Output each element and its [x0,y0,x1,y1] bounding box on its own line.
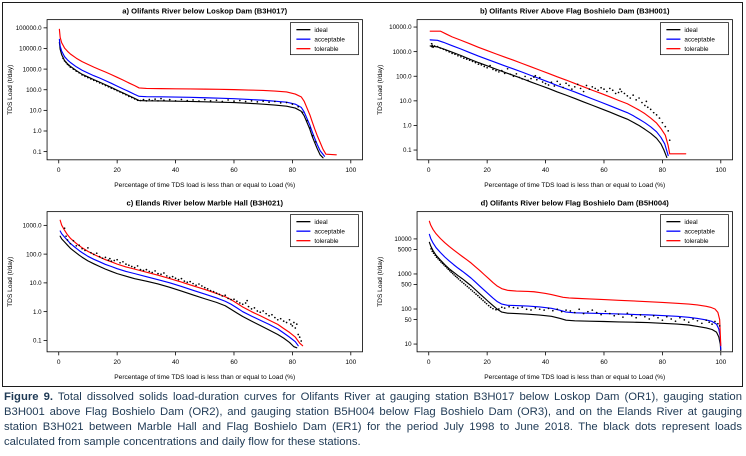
figure-caption-text: Total dissolved solids load-duration cur… [4,391,743,448]
svg-text:1000: 1000 [397,271,411,278]
figure-caption-label: Figure 9. [4,391,54,403]
svg-text:80: 80 [658,358,666,365]
svg-text:40: 40 [541,167,549,174]
svg-text:100: 100 [345,358,356,365]
svg-text:10000.0: 10000.0 [19,46,42,53]
svg-text:80: 80 [289,167,297,174]
svg-text:1.0: 1.0 [33,308,42,315]
chart-panel-d: 0 20 40 60 80 100 10000 5000 1000 500 100 50 10 d) Ol… [373,195,743,387]
svg-text:tolerable: tolerable [314,237,339,244]
svg-text:80: 80 [289,358,297,365]
svg-text:Percentage of time TDS load is: Percentage of time TDS load is less than… [484,182,665,189]
svg-text:ideal: ideal [684,218,697,225]
svg-text:60: 60 [230,167,238,174]
svg-text:TDS Load (t/day): TDS Load (t/day) [377,65,384,115]
svg-text:50: 50 [404,316,411,323]
svg-text:100: 100 [715,167,726,174]
svg-text:100.0: 100.0 [26,251,42,258]
svg-text:1000.0: 1000.0 [23,222,42,229]
svg-text:40: 40 [172,358,180,365]
svg-text:b) Olifants River Above Flag B: b) Olifants River Above Flag Boshielo Da… [479,7,669,16]
svg-text:10000: 10000 [394,236,412,243]
svg-text:TDS Load (t/day): TDS Load (t/day) [377,256,384,306]
svg-text:acceptable: acceptable [314,36,345,43]
svg-text:60: 60 [230,358,238,365]
svg-text:10.0: 10.0 [399,98,412,105]
svg-text:0: 0 [57,167,61,174]
figure-panel-grid: 0 20 40 60 80 100 100000.0 10000.0 1000.0 100.0 10… [2,2,743,387]
svg-text:10: 10 [404,341,411,348]
svg-text:100: 100 [345,167,356,174]
svg-text:0: 0 [57,358,61,365]
chart-panel-c: 0 20 40 60 80 100 1000.0 100.0 10.0 1.0 0.1 c) Elan… [3,195,373,387]
svg-text:c) Elands River below Marble H: c) Elands River below Marble Hall (B3H02… [127,198,284,207]
svg-text:TDS Load (t/day): TDS Load (t/day) [7,256,14,306]
svg-text:100: 100 [401,306,412,313]
svg-text:0: 0 [426,358,430,365]
svg-text:1.0: 1.0 [402,123,411,130]
svg-text:0.1: 0.1 [33,337,42,344]
svg-text:0.1: 0.1 [33,149,42,156]
svg-text:TDS Load (t/day): TDS Load (t/day) [7,65,14,115]
svg-text:10.0: 10.0 [30,280,43,287]
svg-text:1000.0: 1000.0 [23,66,42,73]
svg-text:20: 20 [483,358,491,365]
chart-panel-a: 0 20 40 60 80 100 100000.0 10000.0 1000.0 100.0 10… [3,3,373,195]
svg-text:40: 40 [541,358,549,365]
svg-text:0: 0 [426,167,430,174]
svg-text:1000.0: 1000.0 [392,49,411,56]
svg-text:acceptable: acceptable [684,228,715,235]
above-flag-boshielo-chart: 0 20 40 60 80 100 10000.0 1000.0 100.0 10.0 1.0 0.1… [377,7,733,189]
svg-text:ideal: ideal [684,27,697,34]
svg-text:tolerable: tolerable [314,46,339,53]
svg-text:60: 60 [600,358,608,365]
svg-text:100.0: 100.0 [396,73,412,80]
elands-river-chart: 0 20 40 60 80 100 1000.0 100.0 10.0 1.0 0.1 c) Elan… [7,198,363,380]
figure-caption: Figure 9. Total dissolved solids load-du… [4,390,742,450]
svg-text:40: 40 [172,167,180,174]
svg-text:10000.0: 10000.0 [389,24,412,31]
svg-text:Percentage of time TDS load is: Percentage of time TDS load is less than… [484,373,665,380]
svg-text:ideal: ideal [314,27,327,34]
svg-text:tolerable: tolerable [684,46,709,53]
svg-text:0.1: 0.1 [402,147,411,154]
svg-text:10.0: 10.0 [30,108,43,115]
svg-text:acceptable: acceptable [684,36,715,43]
svg-text:20: 20 [483,167,491,174]
svg-text:100: 100 [715,358,726,365]
svg-text:tolerable: tolerable [684,237,709,244]
svg-text:Percentage of time TDS load is: Percentage of time TDS load is less than… [114,182,295,189]
svg-text:a) Olifants River below Loskop: a) Olifants River below Loskop Dam (B3H0… [122,7,287,16]
svg-text:20: 20 [114,358,122,365]
svg-text:20: 20 [114,167,122,174]
svg-text:100000.0: 100000.0 [16,25,42,32]
svg-text:Percentage of time TDS load is: Percentage of time TDS load is less than… [114,373,295,380]
svg-text:ideal: ideal [314,218,327,225]
svg-text:d) Olifants River below Flag B: d) Olifants River below Flag Boshielo Da… [480,198,669,207]
svg-text:60: 60 [600,167,608,174]
loskop-dam-chart: 0 20 40 60 80 100 100000.0 10000.0 1000.0 100.0 10… [7,7,363,189]
svg-text:500: 500 [401,281,412,288]
below-flag-boshielo-chart: 0 20 40 60 80 100 10000 5000 1000 500 100 50 10 d) Ol… [377,198,733,380]
svg-text:80: 80 [658,167,666,174]
svg-text:1.0: 1.0 [33,128,42,135]
svg-text:acceptable: acceptable [314,228,345,235]
chart-panel-b: 0 20 40 60 80 100 10000.0 1000.0 100.0 10.0 1.0 0.1… [373,3,743,195]
svg-text:100.0: 100.0 [26,87,42,94]
svg-text:5000: 5000 [397,246,411,253]
